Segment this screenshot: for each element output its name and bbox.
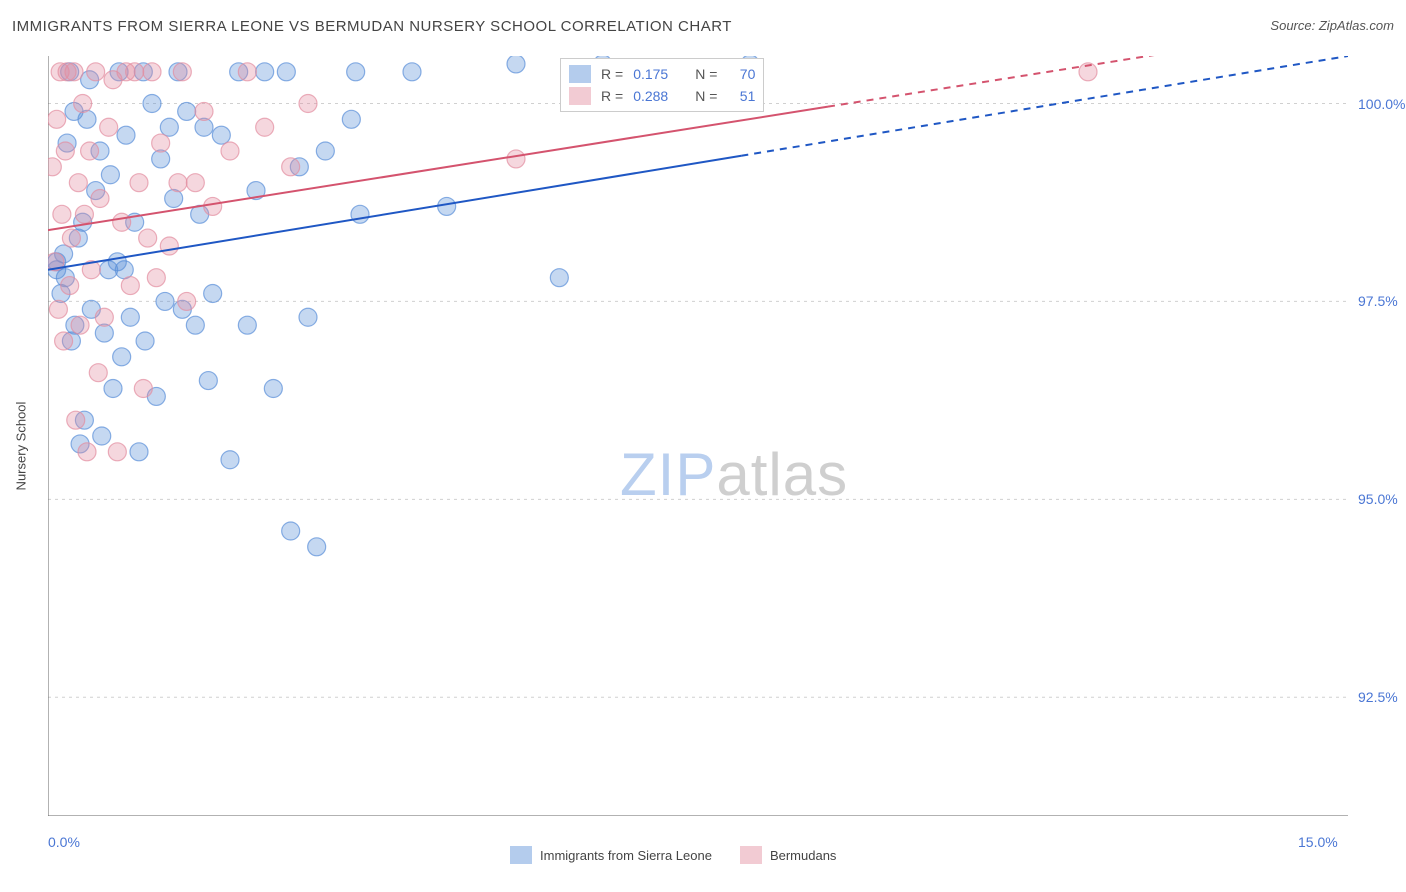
- y-tick-label: 97.5%: [1358, 293, 1398, 309]
- legend-label: Immigrants from Sierra Leone: [540, 848, 712, 863]
- source-attribution: Source: ZipAtlas.com: [1270, 18, 1394, 33]
- scatter-svg: [48, 56, 1348, 816]
- y-tick-label: 92.5%: [1358, 689, 1398, 705]
- legend-entry-bermudans: Bermudans: [740, 846, 836, 864]
- x-tick-label: 0.0%: [48, 834, 80, 850]
- legend-label: Bermudans: [770, 848, 836, 863]
- stats-legend-box: R = 0.175 N = 70 R = 0.288 N = 51: [560, 58, 764, 112]
- n-label: N =: [695, 63, 717, 85]
- stats-row-sierra_leone: R = 0.175 N = 70: [569, 63, 755, 85]
- r-label: R =: [601, 63, 623, 85]
- n-value: 70: [727, 63, 755, 85]
- swatch-icon: [510, 846, 532, 864]
- x-tick-label: 15.0%: [1298, 834, 1338, 850]
- chart-title: IMMIGRANTS FROM SIERRA LEONE VS BERMUDAN…: [12, 18, 732, 35]
- source-value: ZipAtlas.com: [1319, 18, 1394, 33]
- y-axis-label: Nursery School: [13, 402, 28, 491]
- swatch-icon: [740, 846, 762, 864]
- n-value: 51: [727, 85, 755, 107]
- r-value: 0.175: [633, 63, 685, 85]
- source-label: Source:: [1270, 18, 1315, 33]
- r-label: R =: [601, 85, 623, 107]
- y-tick-label: 95.0%: [1358, 491, 1398, 507]
- plot-area: [48, 56, 1348, 816]
- r-value: 0.288: [633, 85, 685, 107]
- y-tick-label: 100.0%: [1358, 96, 1405, 112]
- legend-entry-sierra_leone: Immigrants from Sierra Leone: [510, 846, 712, 864]
- swatch-icon: [569, 65, 591, 83]
- swatch-icon: [569, 87, 591, 105]
- bottom-legend: Immigrants from Sierra Leone Bermudans: [510, 846, 836, 864]
- stats-row-bermudans: R = 0.288 N = 51: [569, 85, 755, 107]
- n-label: N =: [695, 85, 717, 107]
